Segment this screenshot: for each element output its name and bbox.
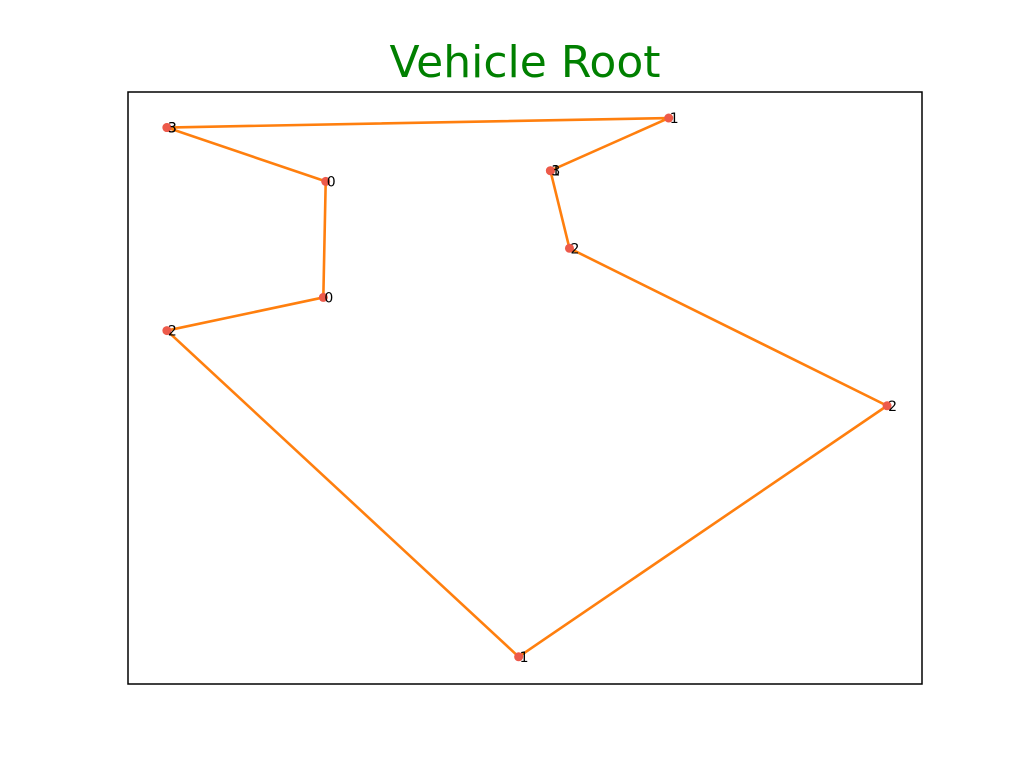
route-segment — [165, 116, 671, 129]
route-point — [882, 401, 892, 411]
point-label: 2 — [168, 324, 177, 340]
point-label: 2 — [888, 399, 897, 415]
route-point — [321, 176, 331, 186]
route-point — [514, 652, 524, 662]
route-point — [545, 166, 555, 176]
route-point — [318, 292, 328, 302]
point-label: 3 — [168, 121, 177, 137]
route-segment — [549, 116, 671, 173]
route-markers — [162, 113, 892, 662]
point-label: 2 — [570, 241, 579, 257]
route-segment — [165, 296, 325, 332]
route-segment — [517, 404, 889, 659]
point-label: 0 — [324, 290, 333, 306]
route-segment — [568, 246, 889, 408]
route-segment — [165, 126, 328, 183]
point-label: 1 — [551, 164, 560, 180]
point-label: 3 — [551, 164, 560, 180]
point-label: 1 — [520, 650, 529, 666]
route-point — [162, 123, 172, 133]
route-point — [564, 243, 574, 253]
chart-title: Vehicle Root — [389, 37, 661, 88]
point-label: 0 — [327, 174, 336, 190]
point-label: 1 — [670, 111, 679, 127]
route-segment — [322, 180, 328, 299]
plot-frame — [127, 91, 923, 685]
route-segment — [549, 169, 571, 250]
route-point — [664, 113, 674, 123]
point-label: 3 — [168, 121, 177, 137]
route-lines — [165, 116, 889, 659]
route-segment — [165, 329, 520, 659]
route-point — [162, 326, 172, 336]
